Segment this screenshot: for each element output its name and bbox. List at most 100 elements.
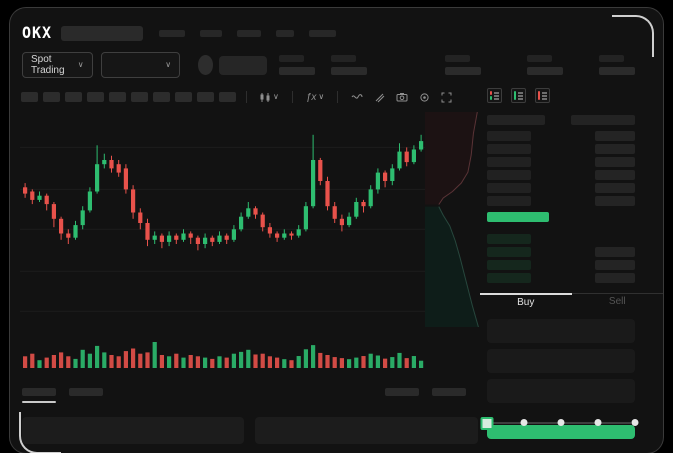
- volume-bar: [152, 342, 157, 368]
- orderbook-ask-row[interactable]: [487, 196, 635, 206]
- candle: [311, 160, 316, 207]
- slider-step-dot[interactable]: [631, 419, 639, 427]
- candle: [411, 149, 416, 163]
- candle: [347, 216, 352, 226]
- price-placeholder: [487, 170, 531, 180]
- candle: [289, 233, 294, 236]
- interval-button[interactable]: [65, 92, 82, 102]
- nav-item[interactable]: [276, 29, 295, 37]
- volume-bar: [260, 353, 265, 368]
- order-input-field[interactable]: [487, 319, 635, 344]
- candle: [217, 235, 222, 242]
- bottom-action-placeholder[interactable]: [432, 388, 466, 396]
- candle: [37, 195, 42, 200]
- candle: [87, 191, 92, 211]
- candle: [296, 229, 301, 236]
- candle: [260, 214, 265, 228]
- orderbook-ask-row[interactable]: [487, 170, 635, 180]
- amount-placeholder: [595, 144, 635, 154]
- book-both-icon[interactable]: [487, 88, 502, 103]
- candle: [167, 235, 172, 242]
- candle: [80, 210, 85, 226]
- orderbook-ask-row[interactable]: [487, 144, 635, 154]
- bottom-tab-open-orders[interactable]: [22, 388, 56, 403]
- orderbook-bid-row[interactable]: [487, 233, 635, 244]
- candlestick-chart[interactable]: [20, 112, 425, 374]
- slider-step-dot[interactable]: [594, 419, 602, 427]
- volume-bar: [30, 353, 35, 368]
- chart-settings-button[interactable]: [419, 92, 430, 103]
- candle: [51, 204, 56, 219]
- volume-bar: [188, 355, 193, 368]
- order-book-panel: Buy Sell: [480, 80, 663, 453]
- price-placeholder: [487, 233, 531, 244]
- orderbook-ask-row[interactable]: [487, 131, 635, 141]
- buy-submit-button[interactable]: [487, 424, 635, 439]
- app-window: OKX Spot Trading ∨ ∨ ∨ ƒx ∨: [10, 8, 663, 453]
- interval-button[interactable]: [87, 92, 104, 102]
- order-input-field[interactable]: [487, 379, 635, 404]
- interval-button[interactable]: [197, 92, 214, 102]
- candle: [66, 233, 71, 238]
- book-bids-icon[interactable]: [511, 88, 526, 103]
- volume-bar: [59, 352, 64, 368]
- interval-button[interactable]: [153, 92, 170, 102]
- orderbook-bid-row[interactable]: [487, 259, 635, 270]
- fullscreen-button[interactable]: [441, 92, 452, 103]
- chart-type-button[interactable]: ∨: [260, 92, 279, 103]
- volume-bar: [23, 356, 28, 368]
- nav-item[interactable]: [309, 29, 337, 37]
- volume-bar: [80, 349, 85, 368]
- interval-button[interactable]: [109, 92, 126, 102]
- indicators-button[interactable]: ƒx ∨: [306, 92, 324, 103]
- volume-bar: [73, 358, 78, 368]
- depth-asks-line: [438, 112, 478, 205]
- price-placeholder: [487, 246, 531, 257]
- orderbook-bid-row[interactable]: [487, 272, 635, 283]
- nav-item[interactable]: [237, 29, 262, 37]
- price-placeholder: [487, 196, 531, 206]
- volume-bar: [181, 357, 186, 368]
- candle: [231, 229, 236, 240]
- tab-buy[interactable]: Buy: [480, 292, 572, 312]
- nav-item[interactable]: [200, 29, 223, 37]
- snapshot-button[interactable]: [396, 92, 408, 102]
- candle: [95, 164, 100, 192]
- slider-step-dot[interactable]: [557, 419, 565, 427]
- search-input[interactable]: [61, 25, 144, 41]
- book-asks-icon[interactable]: [535, 88, 550, 103]
- order-input-field[interactable]: [487, 349, 635, 374]
- candle: [397, 151, 402, 169]
- bottom-tab-history[interactable]: [69, 388, 103, 396]
- price-placeholder: [487, 157, 531, 167]
- interval-button[interactable]: [21, 92, 38, 102]
- orderbook-bid-row[interactable]: [487, 246, 635, 257]
- stat-value-placeholder: [445, 67, 481, 75]
- orderbook-ask-row[interactable]: [487, 157, 635, 167]
- bottom-action-placeholder[interactable]: [385, 388, 419, 396]
- orderbook-ask-row[interactable]: [487, 183, 635, 193]
- overlay-line-button[interactable]: [351, 93, 363, 101]
- interval-button[interactable]: [131, 92, 148, 102]
- price-placeholder: [487, 272, 531, 283]
- pair-dropdown[interactable]: ∨: [100, 52, 181, 78]
- candle: [404, 151, 409, 163]
- amount-placeholder: [595, 196, 635, 206]
- last-price-badge[interactable]: [487, 212, 549, 222]
- interval-button[interactable]: [175, 92, 192, 102]
- volume-bar: [383, 358, 388, 368]
- market-type-dropdown[interactable]: Spot Trading ∨: [22, 52, 93, 78]
- amount-placeholder: [595, 183, 635, 193]
- volume-bar: [275, 357, 280, 368]
- slider-handle[interactable]: [480, 417, 494, 431]
- order-form: [487, 311, 635, 404]
- draw-button[interactable]: [374, 92, 385, 103]
- slider-step-dot[interactable]: [520, 419, 528, 427]
- nav-item[interactable]: [159, 29, 186, 37]
- ticker-stat: [599, 55, 635, 75]
- interval-button[interactable]: [43, 92, 60, 102]
- tab-sell[interactable]: Sell: [608, 296, 626, 308]
- volume-bar: [267, 356, 272, 368]
- amount-slider[interactable]: [480, 417, 639, 431]
- interval-button[interactable]: [219, 92, 236, 102]
